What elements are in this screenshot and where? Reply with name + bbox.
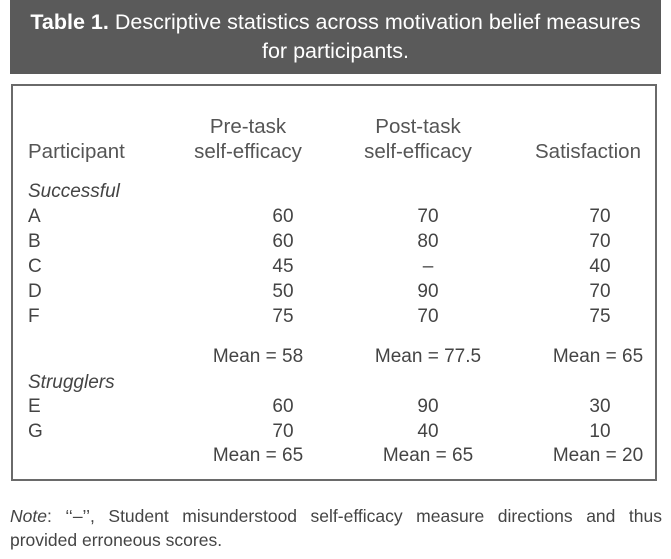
mean-satisfaction: Mean = 20 <box>552 445 644 466</box>
row-satisfaction: 10 <box>589 421 611 442</box>
row-participant: A <box>28 206 41 227</box>
row-participant: D <box>28 281 42 302</box>
row-post: 90 <box>417 396 439 417</box>
row-post: – <box>422 256 434 277</box>
header-pre-task-1: Pre-task <box>209 115 287 138</box>
header-pre-task-2: self-efficacy <box>194 140 302 163</box>
row-satisfaction: 75 <box>589 306 611 327</box>
row-pre: 45 <box>272 256 294 277</box>
row-pre: 60 <box>272 396 294 417</box>
row-post: 90 <box>417 281 439 302</box>
row-participant: B <box>28 231 41 252</box>
caption-label: Table 1. <box>30 10 109 34</box>
header-post-task-2: self-efficacy <box>364 140 472 163</box>
row-post: 80 <box>417 231 439 252</box>
row-participant: C <box>28 256 42 277</box>
group-label-strugglers: Strugglers <box>28 372 115 393</box>
mean-post: Mean = 77.5 <box>374 346 482 367</box>
mean-satisfaction: Mean = 65 <box>552 346 644 367</box>
row-participant: F <box>28 306 40 327</box>
note-text: : ‘‘–’’, Student misunderstood self-effi… <box>10 506 662 550</box>
mean-pre: Mean = 65 <box>212 445 304 466</box>
mean-pre: Mean = 58 <box>212 346 304 367</box>
note-label: Note <box>10 506 47 526</box>
caption-line-1: Table 1. Descriptive statistics across m… <box>10 9 661 35</box>
row-satisfaction: 70 <box>589 281 611 302</box>
caption-text-1: Descriptive statistics across motivation… <box>114 10 641 34</box>
row-pre: 75 <box>272 306 294 327</box>
caption-text-2: for participants. <box>262 39 409 63</box>
group-label-successful: Successful <box>28 181 120 202</box>
row-post: 70 <box>417 306 439 327</box>
row-pre: 60 <box>272 206 294 227</box>
row-participant: E <box>28 396 41 417</box>
row-pre: 60 <box>272 231 294 252</box>
mean-post: Mean = 65 <box>382 445 474 466</box>
row-satisfaction: 30 <box>589 396 611 417</box>
row-post: 40 <box>417 421 439 442</box>
table-caption: Table 1. Descriptive statistics across m… <box>10 0 661 74</box>
statistics-table: Participant Pre-task self-efficacy Post-… <box>11 84 657 481</box>
row-satisfaction: 70 <box>589 231 611 252</box>
row-pre: 70 <box>272 421 294 442</box>
table-note: Note: ‘‘–’’, Student misunderstood self-… <box>10 504 662 552</box>
row-participant: G <box>28 421 43 442</box>
row-satisfaction: 70 <box>589 206 611 227</box>
header-post-task-1: Post-task <box>375 115 461 138</box>
header-satisfaction: Satisfaction <box>535 140 641 163</box>
row-satisfaction: 40 <box>589 256 611 277</box>
row-post: 70 <box>417 206 439 227</box>
header-participant: Participant <box>28 140 125 163</box>
row-pre: 50 <box>272 281 294 302</box>
